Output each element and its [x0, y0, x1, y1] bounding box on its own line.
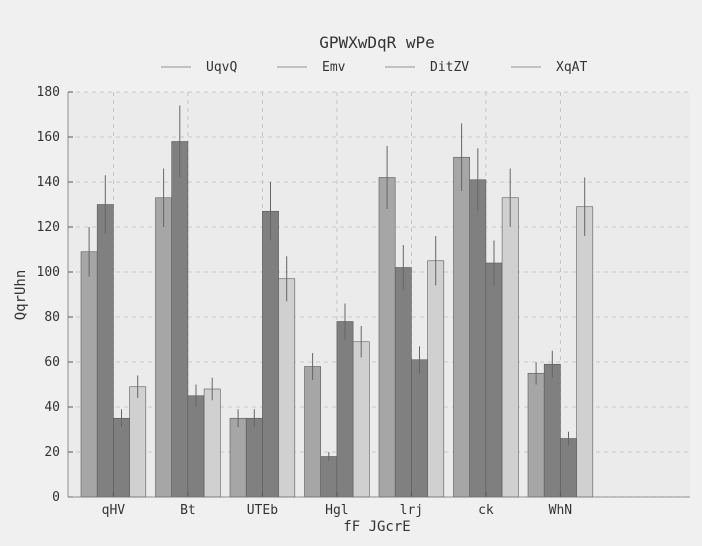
bar [229, 417, 247, 498]
y-tick-label: 40 [44, 400, 60, 415]
x-tick-label: qHV [102, 503, 126, 518]
bar [245, 417, 263, 498]
x-axis-label: fF JGcrE [343, 519, 410, 535]
bar [262, 210, 279, 498]
y-tick-label: 0 [52, 490, 60, 505]
x-tick-label: ck [478, 503, 494, 518]
bar [203, 388, 221, 498]
x-tick-label: WhN [549, 503, 572, 518]
bar [278, 278, 296, 498]
bar [527, 372, 545, 498]
x-tick-label: UTEb [247, 503, 278, 518]
bar [336, 321, 354, 498]
bar [352, 341, 370, 498]
bar [501, 197, 519, 498]
bar [320, 456, 338, 498]
bar [576, 206, 594, 498]
bar [427, 260, 445, 498]
y-tick-label: 120 [37, 220, 60, 235]
bar [304, 366, 322, 498]
chart-title: GPWXwDqR wPe [319, 33, 435, 52]
bars [80, 141, 594, 498]
bar [155, 197, 173, 498]
bar [411, 359, 428, 498]
legend-label: Emv [322, 60, 346, 75]
axes [67, 91, 690, 498]
bar [469, 179, 487, 498]
legend-label: DitZV [430, 60, 469, 75]
legend-label: XqAT [556, 60, 587, 75]
bar [560, 438, 577, 498]
bar [171, 141, 189, 498]
bar [394, 267, 412, 498]
bar [80, 251, 98, 498]
legend-label: UqvQ [206, 60, 237, 75]
y-tick-label: 140 [37, 175, 60, 190]
y-tick-label: 180 [37, 85, 60, 100]
bar [378, 177, 396, 498]
bar [543, 363, 561, 498]
bar [485, 262, 503, 498]
legend: UqvQ Emv DitZV XqAT [161, 60, 587, 75]
y-axis-label: QqrUhn [13, 270, 29, 321]
y-tick-label: 160 [37, 130, 60, 145]
bar [113, 417, 130, 498]
y-tick-label: 100 [37, 265, 60, 280]
y-tick-label: 60 [44, 355, 60, 370]
x-tick-labels: qHV Bt UTEb Hgl lrj ck WhN [102, 503, 572, 518]
x-tick-label: Hgl [325, 503, 348, 518]
bar [453, 156, 471, 498]
x-tick-label: Bt [180, 503, 196, 518]
error-bars [88, 105, 586, 461]
y-tick-labels: 0 20 40 60 80 100 120 140 160 180 [37, 85, 60, 505]
y-tick-label: 80 [44, 310, 60, 325]
y-tick-label: 20 [44, 445, 60, 460]
bar [96, 204, 114, 498]
bar [187, 395, 205, 498]
x-tick-label: lrj [400, 503, 423, 518]
bar [129, 386, 147, 498]
